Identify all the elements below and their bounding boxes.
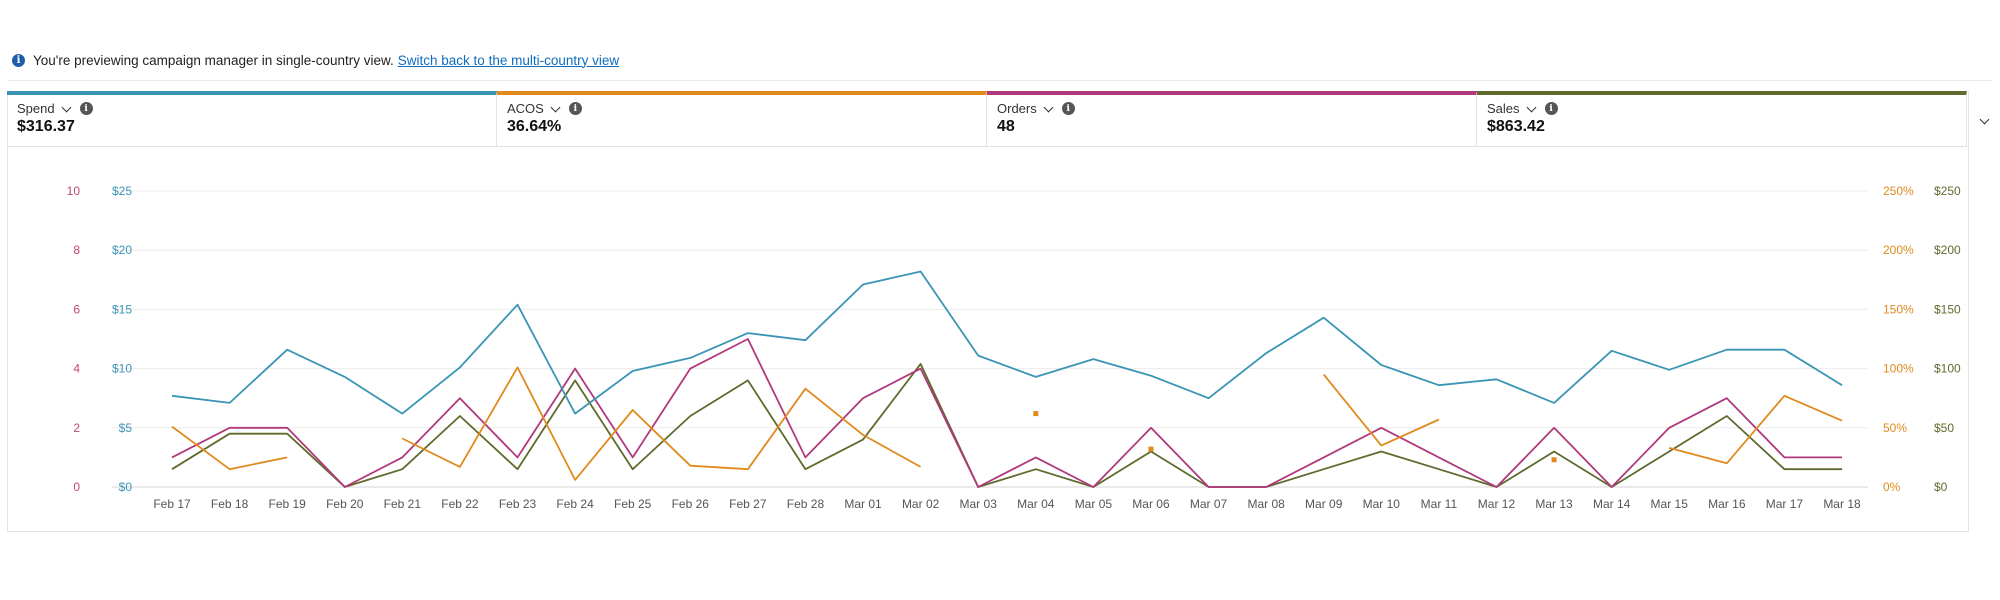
x-tick-label: Feb 21 xyxy=(384,497,422,511)
y-tick-spend: $5 xyxy=(119,421,133,435)
chart-panel xyxy=(7,91,1969,532)
metric-label: Spend xyxy=(17,101,55,116)
y-tick-sales: $100 xyxy=(1934,362,1961,376)
y-tick-acos: 150% xyxy=(1883,302,1914,316)
metric-value: $863.42 xyxy=(1487,118,1545,135)
x-tick-label: Mar 14 xyxy=(1593,497,1631,511)
series-orders-line xyxy=(171,338,1842,488)
x-tick-label: Mar 16 xyxy=(1708,497,1746,511)
metric-label: Orders xyxy=(997,101,1037,116)
metric-value: 36.64% xyxy=(507,118,562,135)
x-tick-label: Feb 24 xyxy=(556,497,594,511)
y-tick-sales: $150 xyxy=(1934,302,1961,316)
metric-value: $316.37 xyxy=(17,118,75,135)
x-tick-label: Mar 01 xyxy=(844,497,882,511)
y-tick-sales: $200 xyxy=(1934,243,1961,257)
y-tick-sales: $50 xyxy=(1934,421,1954,435)
metric-tiles: Spend i $316.37 ACOS i 36.64% Orders i 4… xyxy=(7,91,1967,147)
x-tick-label: Mar 06 xyxy=(1132,497,1170,511)
x-tick-label: Feb 19 xyxy=(268,497,306,511)
info-icon[interactable]: i xyxy=(1544,102,1558,115)
x-tick-label: Mar 10 xyxy=(1363,497,1401,511)
y-tick-orders: 10 xyxy=(67,184,81,198)
x-tick-label: Feb 25 xyxy=(614,497,652,511)
y-tick-acos: 50% xyxy=(1883,421,1907,435)
series-spend-line xyxy=(171,270,1843,415)
x-tick-label: Feb 23 xyxy=(499,497,537,511)
y-tick-acos: 0% xyxy=(1883,480,1901,494)
series-acos-point xyxy=(1148,446,1154,452)
x-tick-label: Mar 09 xyxy=(1305,497,1343,511)
y-tick-orders: 2 xyxy=(73,421,80,435)
info-icon: i xyxy=(12,53,25,67)
series-sales-line xyxy=(171,362,1842,488)
metric-tile-orders[interactable]: Orders i 48 xyxy=(987,91,1477,147)
x-tick-label: Mar 13 xyxy=(1535,497,1573,511)
info-icon[interactable]: i xyxy=(1061,102,1075,115)
y-tick-orders: 0 xyxy=(73,480,80,494)
x-tick-label: Feb 28 xyxy=(787,497,825,511)
series-acos-point xyxy=(1033,411,1039,417)
metric-tile-spend[interactable]: Spend i $316.37 xyxy=(7,91,497,147)
y-tick-orders: 8 xyxy=(73,243,80,257)
x-tick-label: Mar 05 xyxy=(1075,497,1113,511)
x-tick-label: Mar 03 xyxy=(960,497,998,511)
y-tick-sales: $250 xyxy=(1934,184,1961,198)
info-icon[interactable]: i xyxy=(79,102,93,115)
x-tick-label: Feb 18 xyxy=(211,497,249,511)
x-tick-label: Mar 08 xyxy=(1247,497,1285,511)
y-tick-acos: 250% xyxy=(1883,184,1914,198)
x-tick-label: Mar 18 xyxy=(1823,497,1861,511)
x-tick-label: Feb 26 xyxy=(672,497,710,511)
series-acos-point xyxy=(1551,457,1557,463)
info-icon[interactable]: i xyxy=(568,102,582,115)
series-acos-line xyxy=(171,425,288,471)
x-tick-label: Feb 27 xyxy=(729,497,767,511)
x-tick-label: Mar 12 xyxy=(1478,497,1516,511)
y-tick-acos: 100% xyxy=(1883,362,1914,376)
switch-multi-country-link[interactable]: Switch back to the multi-country view xyxy=(397,52,620,68)
metric-value: 48 xyxy=(997,118,1015,135)
y-tick-orders: 6 xyxy=(73,302,80,316)
metric-label: ACOS xyxy=(507,101,544,116)
y-tick-sales: $0 xyxy=(1934,480,1948,494)
metric-label: Sales xyxy=(1487,101,1520,116)
notice-text: You're previewing campaign manager in si… xyxy=(33,52,394,68)
x-tick-label: Mar 11 xyxy=(1421,497,1458,511)
x-tick-label: Mar 15 xyxy=(1651,497,1689,511)
x-tick-label: Mar 07 xyxy=(1190,497,1228,511)
metric-tile-sales[interactable]: Sales i $863.42 xyxy=(1477,91,1967,147)
divider xyxy=(8,80,1992,81)
y-tick-spend: $20 xyxy=(112,243,132,257)
series-acos-line xyxy=(401,366,922,481)
series-acos-line xyxy=(1668,394,1843,465)
preview-notice: i You're previewing campaign manager in … xyxy=(12,50,619,70)
metric-tile-acos[interactable]: ACOS i 36.64% xyxy=(497,91,987,147)
y-tick-orders: 4 xyxy=(73,362,80,376)
y-tick-acos: 200% xyxy=(1883,243,1914,257)
x-tick-label: Feb 20 xyxy=(326,497,364,511)
y-tick-spend: $15 xyxy=(112,302,132,316)
x-tick-label: Feb 22 xyxy=(441,497,479,511)
x-tick-label: Mar 04 xyxy=(1017,497,1055,511)
series-acos-line xyxy=(1323,373,1440,447)
x-tick-label: Mar 17 xyxy=(1766,497,1804,511)
y-tick-spend: $10 xyxy=(112,362,132,376)
y-tick-spend: $25 xyxy=(112,184,132,198)
x-tick-label: Feb 17 xyxy=(153,497,191,511)
y-tick-spend: $0 xyxy=(119,480,133,494)
x-tick-label: Mar 02 xyxy=(902,497,940,511)
